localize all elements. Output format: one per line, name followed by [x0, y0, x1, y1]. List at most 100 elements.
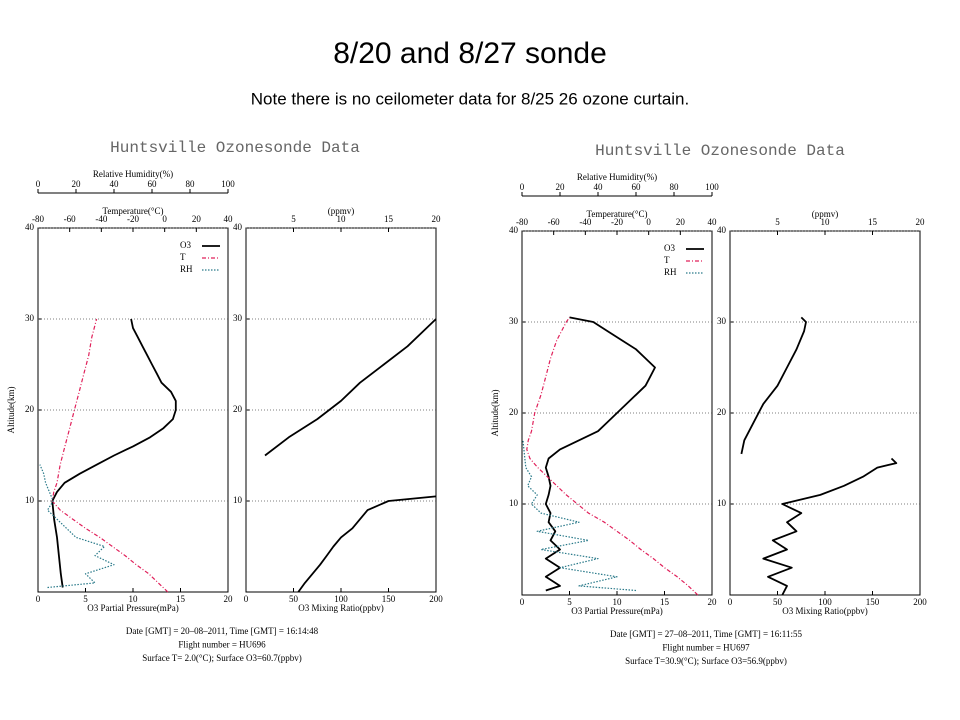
x-tick-label: 200 — [429, 594, 443, 604]
x-tick-label: 0 — [36, 179, 41, 189]
legend-label: T — [664, 255, 670, 265]
profile-line — [51, 318, 177, 588]
y-tick-label: 10 — [717, 498, 727, 508]
x-tick-label: 10 — [613, 597, 623, 607]
x-tick-label: -80 — [516, 217, 528, 227]
y-tick-label: 20 — [233, 404, 243, 414]
y-tick-label: 10 — [509, 498, 519, 508]
x-tick-label: 0 — [520, 597, 525, 607]
legend-label: O3 — [664, 243, 675, 253]
x-tick-label: 20 — [676, 217, 686, 227]
x-tick-label: 100 — [705, 182, 719, 192]
x-tick-label: 200 — [913, 597, 927, 607]
flight-info: Date [GMT] = 27–08–2011, Time [GMT] = 16… — [610, 629, 802, 639]
flight-info: Flight number = HU697 — [662, 643, 750, 653]
x-tick-label: -40 — [95, 214, 107, 224]
y-tick-label: 30 — [717, 316, 727, 326]
y-tick-label: 30 — [509, 316, 519, 326]
x-axis-label: Relative Humidity(%) — [93, 169, 173, 179]
x-tick-label: -20 — [611, 217, 623, 227]
x-axis-label: (ppmv) — [328, 206, 355, 216]
x-tick-label: 5 — [291, 214, 296, 224]
x-axis-label: Temperature(°C) — [587, 209, 648, 219]
x-tick-label: 20 — [72, 179, 82, 189]
x-tick-label: 100 — [818, 597, 832, 607]
flight-info: Flight number = HU696 — [178, 640, 266, 650]
x-tick-label: 40 — [224, 214, 234, 224]
x-tick-label: 80 — [186, 179, 196, 189]
x-tick-label: 5 — [83, 594, 88, 604]
x-tick-label: -80 — [32, 214, 44, 224]
x-tick-label: 10 — [821, 217, 831, 227]
profile-line — [522, 440, 637, 592]
x-tick-label: -20 — [127, 214, 139, 224]
x-tick-label: 20 — [708, 597, 718, 607]
x-tick-label: 0 — [36, 594, 41, 604]
x-tick-label: 20 — [916, 217, 926, 227]
x-axis-label: O3 Mixing Ratio(ppbv) — [782, 606, 868, 616]
y-axis-label: Altitude(km) — [6, 387, 16, 434]
x-axis-label: (ppmv) — [812, 209, 839, 219]
x-tick-label: 5 — [567, 597, 572, 607]
x-tick-label: 15 — [660, 597, 670, 607]
flight-info: Surface T=30.9(°C); Surface O3=56.9(ppbv… — [625, 656, 787, 666]
x-tick-label: 50 — [289, 594, 299, 604]
legend-label: T — [180, 252, 186, 262]
x-tick-label: 0 — [646, 217, 651, 227]
profile-line — [264, 318, 437, 457]
profile-line — [526, 317, 699, 596]
x-tick-label: 100 — [221, 179, 235, 189]
profile-line — [762, 457, 898, 596]
profile-line — [39, 464, 115, 589]
legend-label: RH — [180, 264, 193, 274]
y-tick-label: 30 — [25, 313, 35, 323]
x-tick-label: 0 — [244, 594, 249, 604]
x-tick-label: 60 — [632, 182, 642, 192]
y-tick-label: 10 — [25, 495, 35, 505]
x-tick-label: 15 — [868, 217, 878, 227]
x-tick-label: 5 — [775, 217, 780, 227]
profile-line — [740, 316, 807, 455]
y-tick-label: 20 — [717, 407, 727, 417]
profile-line — [544, 316, 656, 592]
y-tick-label: 10 — [233, 495, 243, 505]
x-tick-label: 15 — [176, 594, 186, 604]
slide-note: Note there is no ceilometer data for 8/2… — [251, 89, 689, 108]
figure-title: Huntsville Ozonesonde Data — [110, 139, 360, 157]
x-tick-label: 150 — [382, 594, 396, 604]
x-axis-label: Temperature(°C) — [103, 206, 164, 216]
y-tick-label: 40 — [509, 225, 519, 235]
x-tick-label: 150 — [866, 597, 880, 607]
x-tick-label: -40 — [579, 217, 591, 227]
x-tick-label: -60 — [548, 217, 560, 227]
x-axis-label: Relative Humidity(%) — [577, 172, 657, 182]
y-tick-label: 40 — [717, 225, 727, 235]
x-tick-label: 15 — [384, 214, 394, 224]
y-tick-label: 40 — [233, 222, 243, 232]
x-tick-label: 40 — [110, 179, 120, 189]
figure-title: Huntsville Ozonesonde Data — [595, 142, 845, 160]
y-tick-label: 40 — [25, 222, 35, 232]
x-tick-label: 20 — [432, 214, 442, 224]
x-tick-label: 100 — [334, 594, 348, 604]
x-tick-label: 10 — [337, 214, 347, 224]
profile-line — [297, 495, 437, 593]
legend-label: RH — [664, 267, 677, 277]
plot-frame — [37, 227, 229, 593]
x-tick-label: 40 — [708, 217, 718, 227]
x-tick-label: 20 — [556, 182, 566, 192]
flight-info: Date [GMT] = 20–08–2011, Time [GMT] = 16… — [126, 626, 319, 636]
flight-info: Surface T= 2.0(°C); Surface O3=60.7(ppbv… — [142, 653, 302, 663]
x-tick-label: 20 — [192, 214, 202, 224]
x-tick-label: 20 — [224, 594, 234, 604]
x-tick-label: 0 — [728, 597, 733, 607]
y-tick-label: 30 — [233, 313, 243, 323]
x-axis-label: O3 Partial Pressure(mPa) — [571, 606, 662, 616]
x-tick-label: -60 — [64, 214, 76, 224]
x-axis-label: O3 Partial Pressure(mPa) — [87, 603, 178, 613]
x-tick-label: 60 — [148, 179, 158, 189]
y-axis-label: Altitude(km) — [490, 390, 500, 437]
legend-label: O3 — [180, 240, 191, 250]
